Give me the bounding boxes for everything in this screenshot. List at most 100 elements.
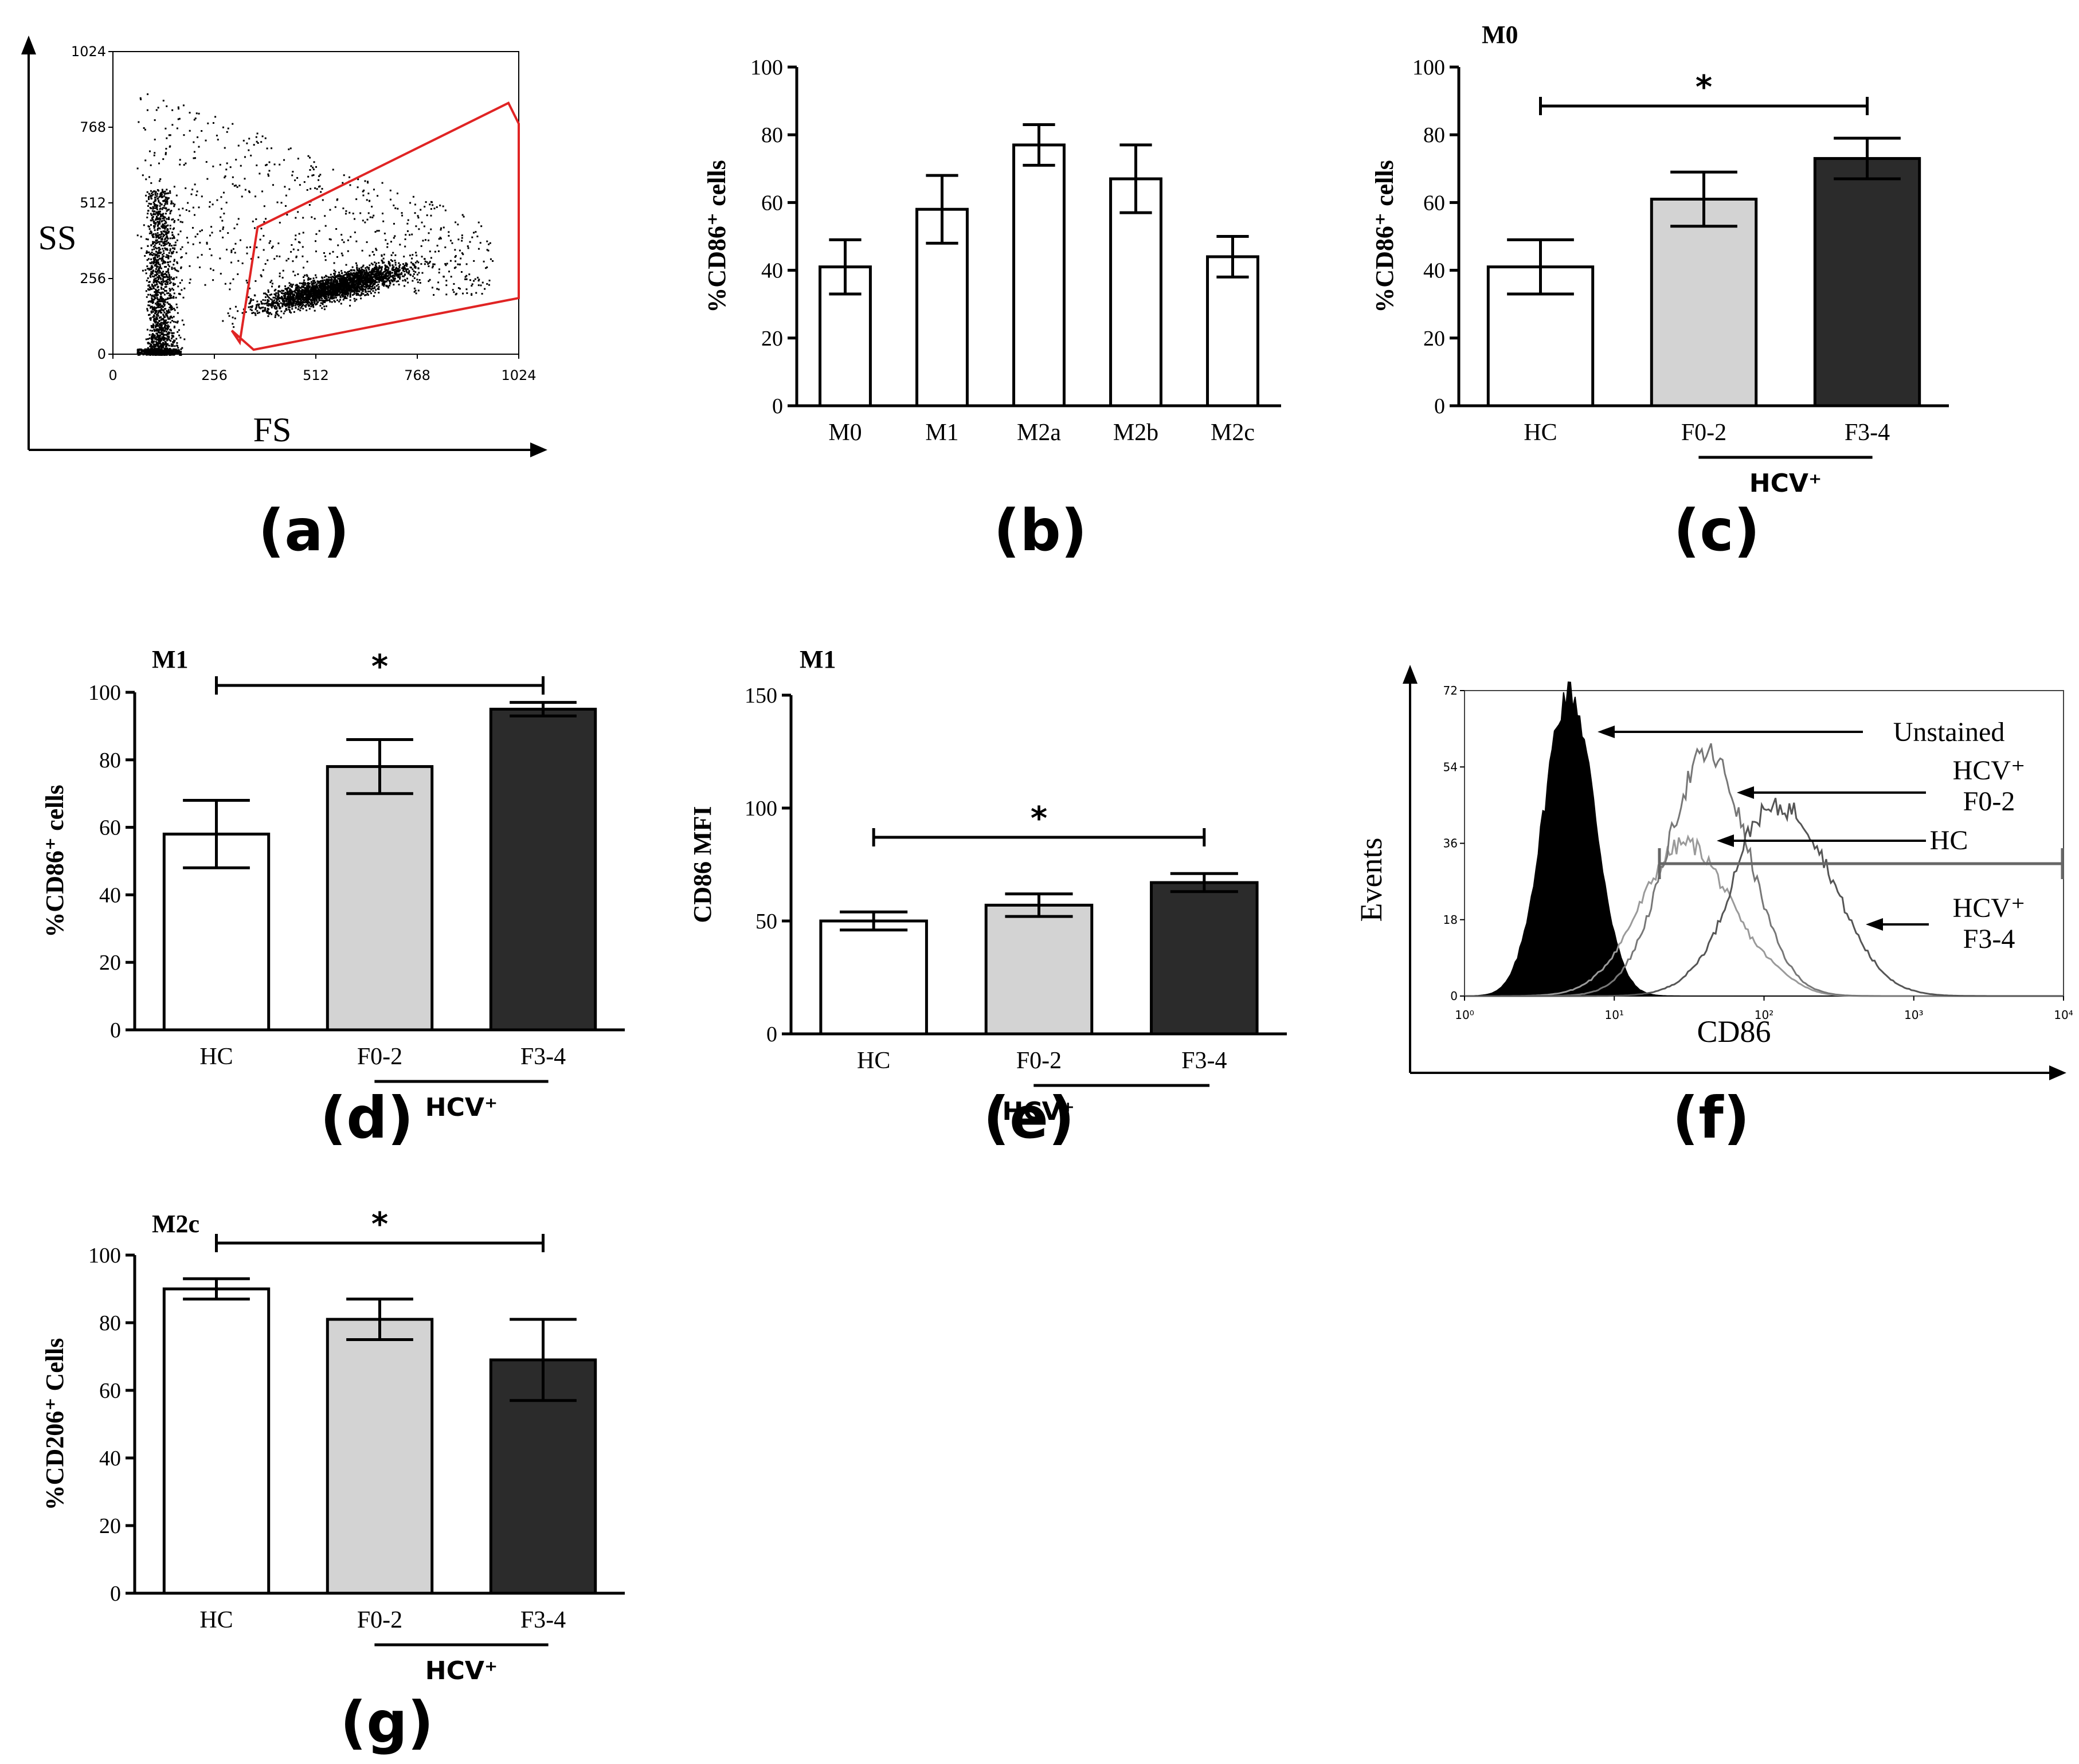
- event-dot: [328, 279, 331, 281]
- event-dot: [241, 262, 244, 265]
- event-dot: [475, 231, 477, 233]
- event-dot: [390, 254, 393, 256]
- event-dot: [165, 207, 167, 209]
- event-dot: [344, 213, 347, 215]
- event-dot: [376, 281, 378, 283]
- event-dot: [175, 276, 178, 279]
- event-dot: [145, 238, 147, 240]
- event-dot: [163, 261, 165, 264]
- event-dot: [168, 344, 170, 347]
- event-dot: [154, 241, 156, 244]
- event-dot: [295, 288, 297, 290]
- event-dot: [440, 229, 442, 231]
- event-dot: [227, 127, 229, 130]
- event-dot: [309, 294, 311, 296]
- event-dot: [356, 279, 358, 281]
- event-dot: [348, 272, 350, 275]
- event-dot: [394, 235, 396, 237]
- event-dot: [386, 279, 389, 281]
- event-dot: [308, 204, 311, 206]
- event-dot: [312, 277, 315, 280]
- event-dot: [323, 252, 326, 254]
- event-dot: [244, 189, 246, 191]
- event-dot: [345, 287, 347, 289]
- event-dot: [362, 283, 365, 285]
- event-dot: [158, 213, 160, 215]
- event-dot: [310, 287, 312, 289]
- event-dot: [162, 261, 165, 264]
- event-dot: [160, 260, 163, 262]
- event-dot: [362, 280, 365, 282]
- event-dot: [165, 152, 167, 154]
- event-dot: [340, 277, 343, 279]
- event-dot: [439, 237, 441, 239]
- event-dot: [152, 254, 154, 256]
- event-dot: [160, 283, 163, 285]
- event-dot: [330, 295, 332, 297]
- event-dot: [220, 196, 222, 198]
- event-dot: [152, 201, 155, 203]
- event-dot: [166, 339, 168, 342]
- event-dot: [157, 347, 159, 350]
- event-dot: [271, 303, 273, 305]
- y-tick-label: 80: [99, 1311, 121, 1335]
- event-dot: [159, 193, 162, 195]
- event-dot: [384, 264, 386, 266]
- event-dot: [281, 277, 284, 279]
- event-dot: [303, 181, 306, 183]
- event-dot: [269, 303, 272, 305]
- event-dot: [359, 212, 362, 214]
- event-dot: [392, 277, 394, 279]
- event-dot: [295, 300, 297, 303]
- event-dot: [306, 283, 308, 285]
- event-dot: [279, 221, 281, 224]
- panel-label: (c): [1674, 497, 1760, 564]
- event-dot: [163, 227, 166, 229]
- event-dot: [297, 241, 300, 243]
- event-dot: [284, 310, 286, 312]
- event-dot: [289, 309, 291, 312]
- significance-star: *: [1696, 69, 1712, 106]
- event-dot: [334, 293, 336, 296]
- event-dot: [146, 109, 148, 111]
- event-dot: [159, 215, 162, 218]
- event-dot: [167, 292, 170, 295]
- event-dot: [226, 162, 228, 164]
- event-dot: [321, 297, 323, 300]
- event-dot: [158, 268, 160, 271]
- event-dot: [153, 315, 155, 317]
- event-dot: [156, 328, 159, 330]
- event-dot: [353, 293, 355, 295]
- event-dot: [352, 272, 354, 275]
- event-dot: [365, 269, 367, 271]
- event-dot: [156, 276, 159, 279]
- y-axis-label: CD86 MFI: [688, 806, 717, 923]
- event-dot: [163, 311, 166, 313]
- event-dot: [172, 335, 174, 337]
- event-dot: [263, 221, 265, 223]
- event-dot: [232, 183, 234, 185]
- event-dot: [155, 338, 157, 340]
- event-dot: [278, 300, 280, 303]
- event-dot: [190, 193, 193, 195]
- event-dot: [155, 234, 157, 237]
- event-dot: [351, 266, 354, 268]
- event-dot: [229, 282, 232, 284]
- y-tick-label: 60: [761, 191, 783, 215]
- event-dot: [212, 203, 214, 206]
- event-dot: [160, 308, 163, 310]
- event-dot: [152, 233, 155, 236]
- event-dot: [367, 182, 369, 184]
- event-dot: [160, 300, 163, 303]
- event-dot: [163, 334, 165, 336]
- event-dot: [417, 261, 420, 264]
- event-dot: [276, 301, 279, 304]
- event-dot: [252, 220, 254, 222]
- event-dot: [467, 247, 469, 249]
- event-dot: [361, 275, 363, 277]
- event-dot: [158, 234, 160, 236]
- event-dot: [315, 289, 317, 291]
- event-dot: [471, 236, 473, 238]
- event-dot: [159, 296, 162, 298]
- event-dot: [152, 260, 155, 262]
